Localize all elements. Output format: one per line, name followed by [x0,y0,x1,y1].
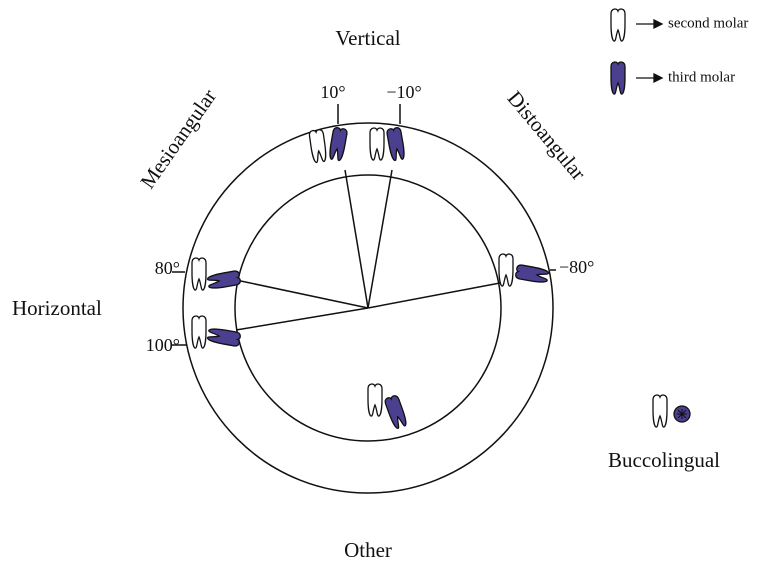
line-minus80 [368,283,500,308]
third-molar-icon [386,127,405,161]
category-label: Vertical [335,26,400,50]
third-molar-icon [328,127,347,161]
legend-arrows [636,20,662,82]
legend-label: third molar [668,69,735,85]
legend-third-icon [611,62,625,94]
second-molar-icon [192,258,206,290]
second-molar-icon [370,128,384,160]
angle-label: −80° [559,257,594,277]
second-molar-icon [653,395,667,427]
category-label: Horizontal [12,296,102,320]
angle-label: 80° [155,258,180,278]
angle-label: −10° [386,82,421,102]
second-molar-icon [499,254,513,286]
second-molar-icon [309,129,327,163]
line-80 [236,280,368,308]
legend-label: second molar [668,15,748,31]
angle-label: 10° [320,82,345,102]
cross [677,409,687,419]
third-molar-icon [207,327,241,346]
category-label: Distoangular [503,86,591,185]
line-100 [236,308,368,330]
angle-lines [172,104,556,345]
diagram: second molar third molar Vertical Mesioa… [0,0,778,570]
second-molar-icon [192,316,206,348]
line-10 [345,170,368,308]
angle-label: 100° [146,335,180,355]
second-molar-icon [368,384,382,416]
third-molar-icon [384,395,408,430]
line-minus10 [368,170,392,308]
third-molar-icon [515,264,549,283]
category-label: Buccolingual [608,448,720,472]
third-molar-icon [207,270,241,289]
category-label: Mesioangular [135,85,221,193]
legend-second-icon [611,9,625,41]
category-label: Other [344,538,392,562]
